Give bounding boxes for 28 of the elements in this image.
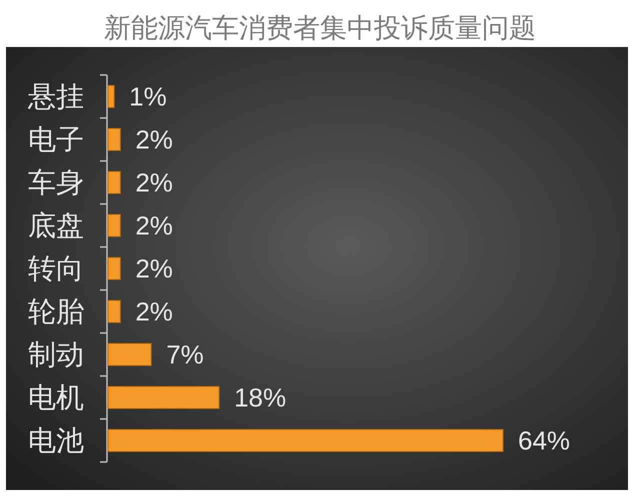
data-label: 2% [135, 296, 173, 326]
y-tick-label: 底盘 [28, 210, 84, 241]
y-tick-label: 电机 [28, 382, 84, 413]
data-label: 2% [135, 168, 173, 198]
y-tick-label: 制动 [28, 339, 84, 370]
bar [108, 128, 121, 151]
bar [108, 171, 121, 194]
data-label: 18% [234, 382, 286, 412]
data-label: 2% [135, 124, 173, 154]
bar [108, 214, 121, 237]
bar [108, 257, 121, 280]
y-tick-label: 悬挂 [27, 81, 84, 112]
bar [108, 300, 121, 323]
bar [108, 343, 152, 366]
bar [108, 429, 504, 452]
chart-title: 新能源汽车消费者集中投诉质量问题 [104, 13, 536, 43]
y-tick-label: 电池 [28, 425, 84, 456]
bar [108, 386, 220, 409]
data-label: 64% [518, 426, 570, 456]
data-label: 2% [135, 254, 173, 284]
data-label: 2% [135, 210, 173, 240]
y-tick-label: 转向 [28, 253, 84, 284]
y-tick-label: 电子 [28, 124, 84, 155]
data-label: 1% [129, 82, 167, 112]
y-tick-label: 轮胎 [28, 296, 84, 327]
data-label: 7% [166, 340, 204, 370]
bar [108, 85, 115, 108]
y-tick-label: 车身 [28, 167, 84, 198]
